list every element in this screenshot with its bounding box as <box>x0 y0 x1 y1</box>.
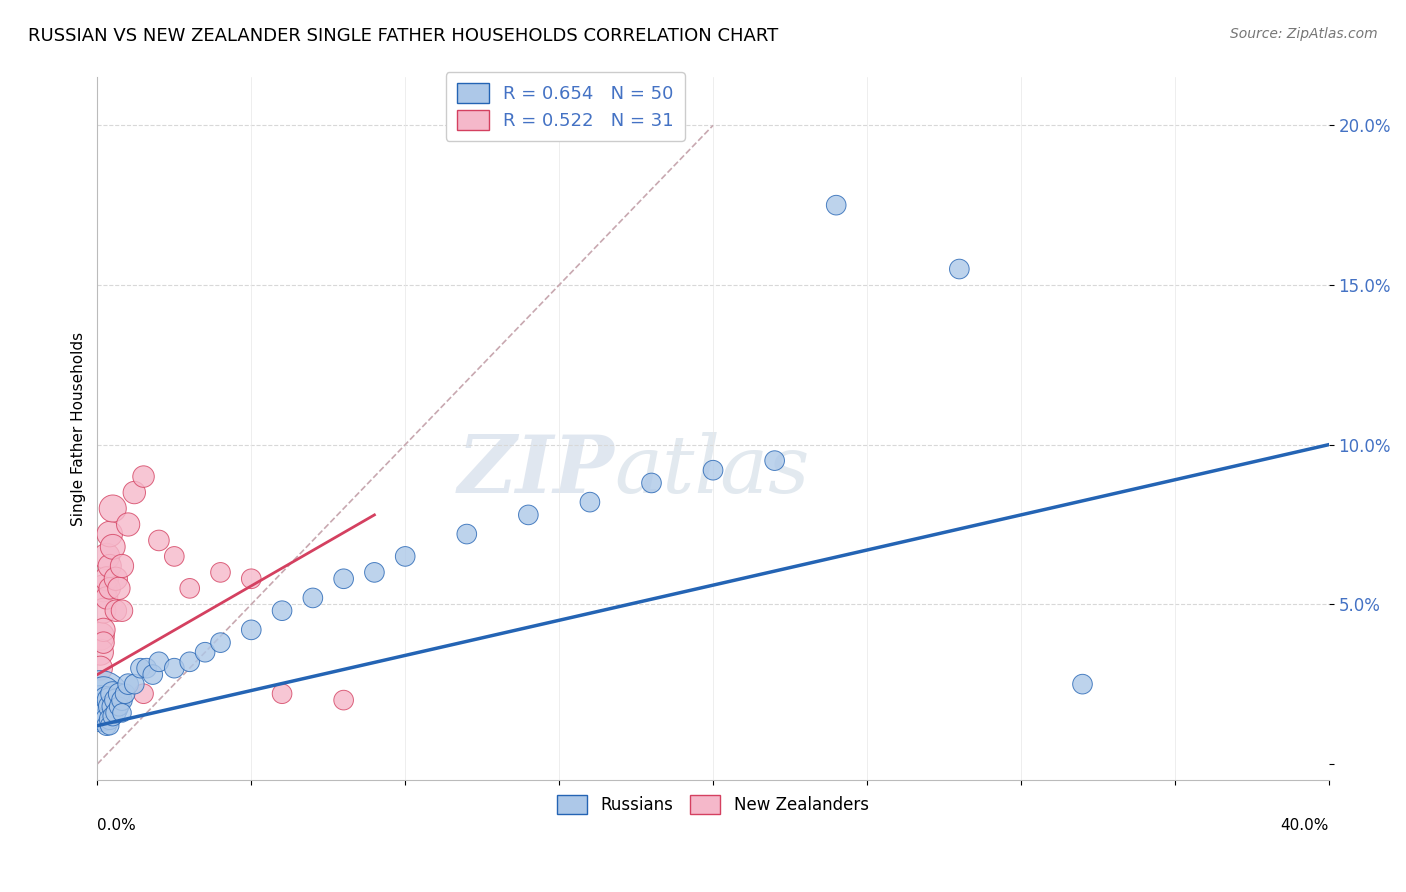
Point <box>89 661 111 675</box>
Point <box>104 604 127 618</box>
Point <box>93 635 115 649</box>
Text: 0.0%: 0.0% <box>97 818 136 833</box>
Point <box>98 559 121 574</box>
Point <box>98 693 121 707</box>
Point <box>517 508 540 522</box>
Point <box>93 582 115 596</box>
Point <box>148 533 170 548</box>
Point <box>129 661 152 675</box>
Point <box>117 677 139 691</box>
Point <box>302 591 325 605</box>
Point <box>179 582 201 596</box>
Point <box>104 693 127 707</box>
Text: 40.0%: 40.0% <box>1281 818 1329 833</box>
Point <box>98 699 121 714</box>
Point <box>93 687 115 701</box>
Text: atlas: atlas <box>614 432 810 509</box>
Text: RUSSIAN VS NEW ZEALANDER SINGLE FATHER HOUSEHOLDS CORRELATION CHART: RUSSIAN VS NEW ZEALANDER SINGLE FATHER H… <box>28 27 779 45</box>
Point <box>209 566 232 580</box>
Point <box>142 667 165 681</box>
Point <box>332 693 354 707</box>
Point <box>89 699 111 714</box>
Point <box>240 572 263 586</box>
Point <box>93 706 115 720</box>
Point <box>101 540 124 554</box>
Point <box>96 572 118 586</box>
Point <box>96 706 118 720</box>
Legend: Russians, New Zealanders: Russians, New Zealanders <box>551 789 876 821</box>
Point <box>209 635 232 649</box>
Point <box>89 693 111 707</box>
Point <box>111 693 134 707</box>
Point <box>96 693 118 707</box>
Point <box>98 712 121 726</box>
Point <box>96 591 118 605</box>
Point <box>194 645 217 659</box>
Point <box>332 572 354 586</box>
Point <box>98 527 121 541</box>
Point <box>271 687 294 701</box>
Point <box>104 706 127 720</box>
Point <box>108 582 131 596</box>
Point <box>148 655 170 669</box>
Point <box>104 572 127 586</box>
Point <box>101 501 124 516</box>
Point <box>89 645 111 659</box>
Point <box>101 687 124 701</box>
Point <box>114 687 136 701</box>
Point <box>763 453 786 467</box>
Point <box>394 549 416 564</box>
Point <box>240 623 263 637</box>
Point <box>108 687 131 701</box>
Point <box>98 719 121 733</box>
Point <box>456 527 478 541</box>
Point <box>579 495 602 509</box>
Text: ZIP: ZIP <box>458 432 614 509</box>
Point <box>117 517 139 532</box>
Point <box>89 629 111 643</box>
Point <box>96 719 118 733</box>
Point <box>93 623 115 637</box>
Point <box>93 712 115 726</box>
Point <box>948 262 970 277</box>
Point <box>132 687 155 701</box>
Point <box>702 463 724 477</box>
Point <box>93 604 115 618</box>
Point <box>163 549 186 564</box>
Point <box>271 604 294 618</box>
Point <box>640 475 662 490</box>
Point <box>111 559 134 574</box>
Point <box>111 706 134 720</box>
Text: Source: ZipAtlas.com: Source: ZipAtlas.com <box>1230 27 1378 41</box>
Point <box>89 709 111 723</box>
Point <box>98 582 121 596</box>
Point <box>1071 677 1094 691</box>
Point <box>135 661 157 675</box>
Point <box>108 699 131 714</box>
Point <box>93 699 115 714</box>
Point <box>132 469 155 483</box>
Point <box>96 549 118 564</box>
Point <box>96 712 118 726</box>
Point <box>363 566 385 580</box>
Point <box>825 198 848 212</box>
Point <box>101 699 124 714</box>
Point <box>124 677 146 691</box>
Point <box>179 655 201 669</box>
Point <box>111 604 134 618</box>
Point <box>163 661 186 675</box>
Point <box>124 485 146 500</box>
Y-axis label: Single Father Households: Single Father Households <box>72 332 86 525</box>
Point <box>101 709 124 723</box>
